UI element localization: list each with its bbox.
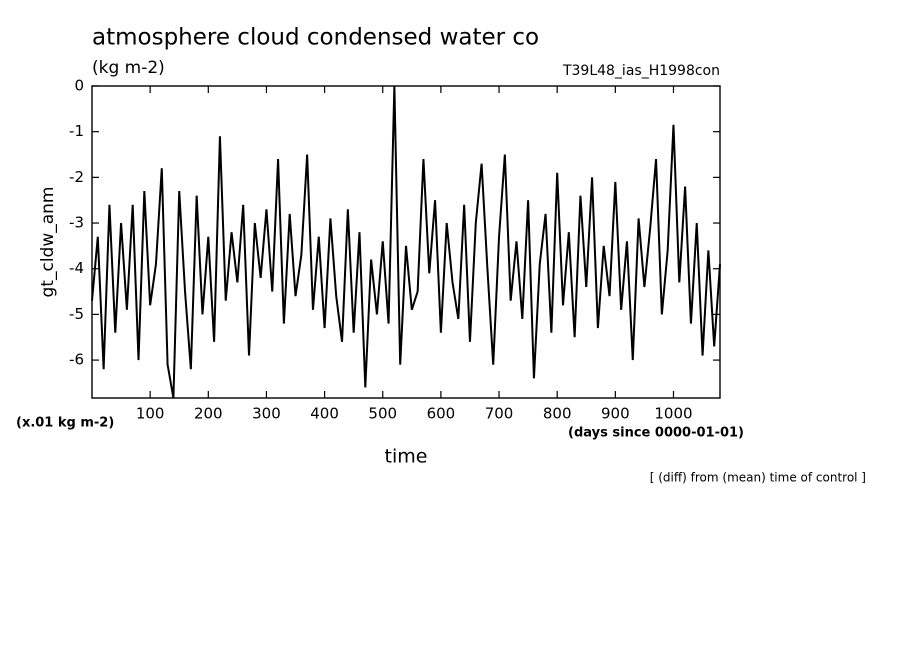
y-tick-label: 0 bbox=[74, 77, 84, 95]
y-unit: (x.01 kg m-2) bbox=[16, 416, 114, 431]
x-tick-label: 700 bbox=[485, 405, 514, 423]
y-tick-label: -3 bbox=[69, 214, 84, 232]
x-axis-label: time bbox=[385, 446, 428, 468]
y-tick-label: -1 bbox=[69, 122, 84, 140]
x-tick-label: 600 bbox=[427, 405, 456, 423]
x-tick-label: 1000 bbox=[654, 405, 692, 423]
x-tick-label: 900 bbox=[601, 405, 630, 423]
y-tick-label: -5 bbox=[69, 305, 84, 323]
y-tick-label: -4 bbox=[69, 259, 84, 277]
y-tick-label: -2 bbox=[69, 168, 84, 186]
x-tick-label: 500 bbox=[368, 405, 397, 423]
plot-frame bbox=[91, 85, 721, 399]
chart-title: atmosphere cloud condensed water co bbox=[92, 25, 539, 51]
x-tick-label: 200 bbox=[194, 405, 223, 423]
run-label: T39L48_ias_H1998con bbox=[562, 63, 720, 79]
note: [ (diff) from (mean) time of control ] bbox=[650, 471, 866, 485]
x-tick-label: 800 bbox=[543, 405, 572, 423]
y-tick-label: -6 bbox=[69, 351, 84, 369]
x-unit: (days since 0000-01-01) bbox=[568, 426, 744, 441]
x-tick-label: 100 bbox=[136, 405, 165, 423]
y-axis-label: gt_cldw_anm bbox=[38, 187, 58, 298]
data-line bbox=[91, 85, 721, 399]
x-tick-label: 400 bbox=[310, 405, 339, 423]
chart-subtitle: (kg m-2) bbox=[92, 58, 165, 78]
x-tick-label: 300 bbox=[252, 405, 281, 423]
